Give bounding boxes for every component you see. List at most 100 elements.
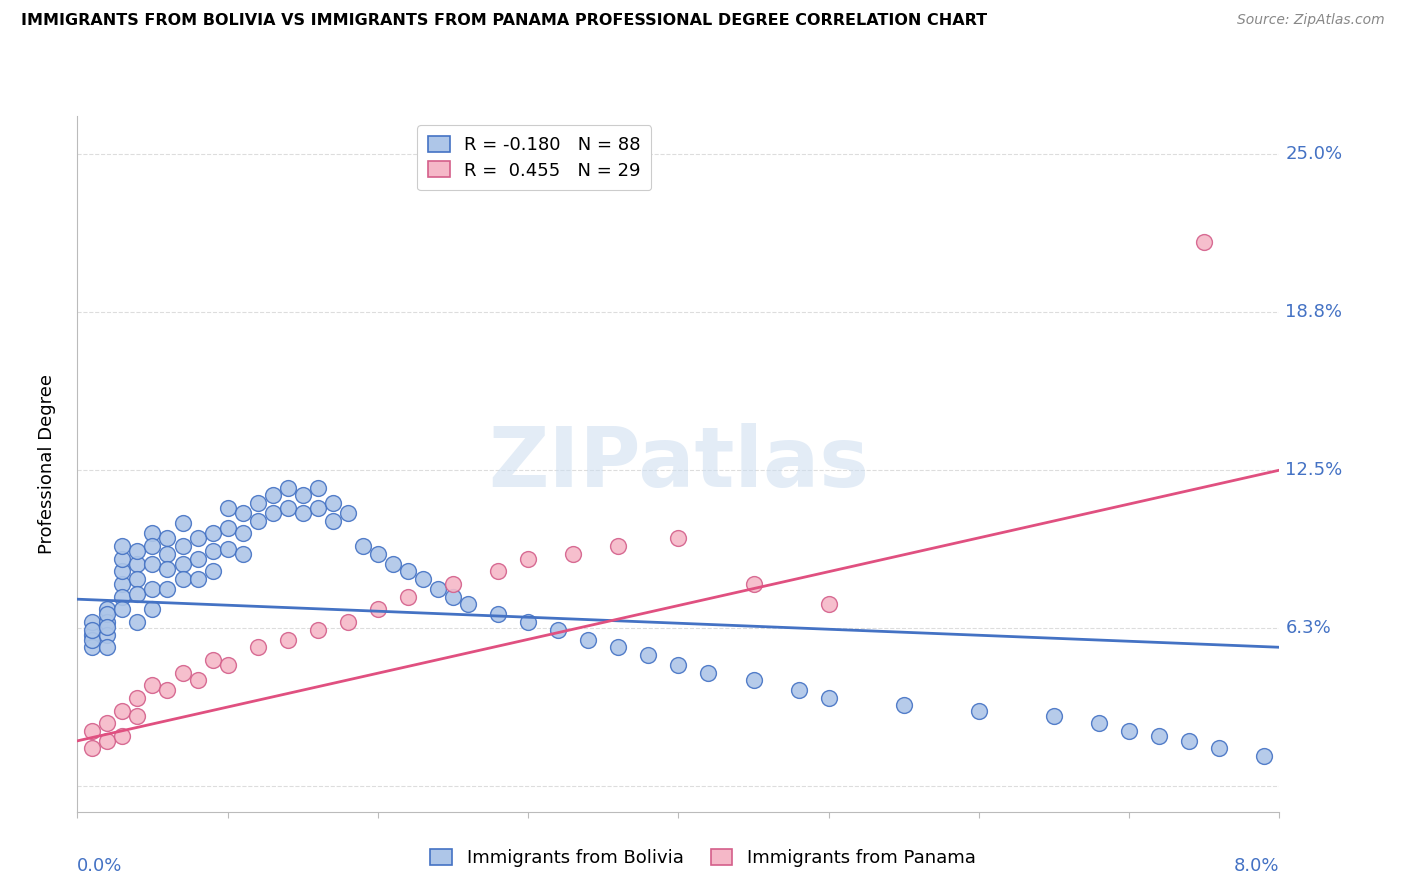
Point — [967, 704, 990, 718]
Point — [96, 640, 118, 655]
Point — [217, 521, 239, 535]
Point — [1118, 723, 1140, 738]
Point — [367, 602, 389, 616]
Point — [111, 729, 134, 743]
Point — [127, 690, 149, 705]
Point — [201, 565, 224, 579]
Point — [141, 678, 163, 692]
Point — [82, 640, 104, 655]
Point — [787, 683, 810, 698]
Point — [412, 572, 434, 586]
Point — [172, 665, 194, 680]
Point — [697, 665, 720, 680]
Point — [141, 526, 163, 541]
Point — [396, 565, 419, 579]
Point — [817, 597, 839, 611]
Point — [172, 539, 194, 553]
Point — [246, 514, 269, 528]
Point — [127, 708, 149, 723]
Point — [201, 526, 224, 541]
Point — [547, 623, 569, 637]
Point — [307, 481, 329, 495]
Point — [96, 602, 118, 616]
Text: 18.8%: 18.8% — [1285, 303, 1343, 321]
Text: ZIPatlas: ZIPatlas — [488, 424, 869, 504]
Y-axis label: Professional Degree: Professional Degree — [38, 374, 56, 554]
Text: IMMIGRANTS FROM BOLIVIA VS IMMIGRANTS FROM PANAMA PROFESSIONAL DEGREE CORRELATIO: IMMIGRANTS FROM BOLIVIA VS IMMIGRANTS FR… — [21, 13, 987, 29]
Point — [441, 590, 464, 604]
Point — [893, 698, 915, 713]
Point — [232, 526, 254, 541]
Point — [156, 547, 179, 561]
Point — [96, 716, 118, 731]
Text: 6.3%: 6.3% — [1285, 619, 1331, 637]
Point — [322, 496, 344, 510]
Point — [111, 539, 134, 553]
Point — [111, 577, 134, 591]
Point — [82, 615, 104, 629]
Point — [322, 514, 344, 528]
Point — [156, 582, 179, 596]
Point — [141, 602, 163, 616]
Point — [486, 607, 509, 622]
Point — [201, 653, 224, 667]
Point — [396, 590, 419, 604]
Point — [82, 623, 104, 637]
Text: 12.5%: 12.5% — [1285, 461, 1343, 479]
Point — [277, 632, 299, 647]
Point — [1194, 235, 1216, 250]
Point — [186, 572, 209, 586]
Point — [127, 544, 149, 558]
Point — [291, 506, 314, 520]
Point — [141, 539, 163, 553]
Text: 25.0%: 25.0% — [1285, 145, 1343, 163]
Point — [141, 582, 163, 596]
Point — [817, 690, 839, 705]
Text: 8.0%: 8.0% — [1234, 857, 1279, 875]
Point — [186, 532, 209, 546]
Point — [277, 501, 299, 516]
Point — [336, 506, 359, 520]
Point — [82, 741, 104, 756]
Point — [217, 657, 239, 672]
Point — [742, 673, 765, 688]
Point — [232, 547, 254, 561]
Point — [742, 577, 765, 591]
Legend: R = -0.180   N = 88, R =  0.455   N = 29: R = -0.180 N = 88, R = 0.455 N = 29 — [418, 125, 651, 190]
Point — [307, 623, 329, 637]
Point — [201, 544, 224, 558]
Point — [277, 481, 299, 495]
Point — [127, 615, 149, 629]
Legend: Immigrants from Bolivia, Immigrants from Panama: Immigrants from Bolivia, Immigrants from… — [423, 841, 983, 874]
Point — [367, 547, 389, 561]
Point — [441, 577, 464, 591]
Point — [232, 506, 254, 520]
Point — [517, 551, 540, 566]
Point — [607, 640, 630, 655]
Point — [186, 673, 209, 688]
Point — [517, 615, 540, 629]
Point — [381, 557, 404, 571]
Point — [156, 562, 179, 576]
Point — [127, 557, 149, 571]
Point — [1208, 741, 1230, 756]
Point — [111, 551, 134, 566]
Point — [111, 590, 134, 604]
Point — [668, 532, 690, 546]
Point — [96, 734, 118, 748]
Point — [607, 539, 630, 553]
Point — [562, 547, 585, 561]
Point — [156, 532, 179, 546]
Point — [96, 615, 118, 629]
Point — [668, 657, 690, 672]
Text: 0.0%: 0.0% — [77, 857, 122, 875]
Point — [127, 572, 149, 586]
Point — [141, 557, 163, 571]
Point — [262, 488, 284, 502]
Point — [1088, 716, 1111, 731]
Point — [96, 607, 118, 622]
Point — [486, 565, 509, 579]
Point — [96, 620, 118, 634]
Point — [1043, 708, 1066, 723]
Point — [291, 488, 314, 502]
